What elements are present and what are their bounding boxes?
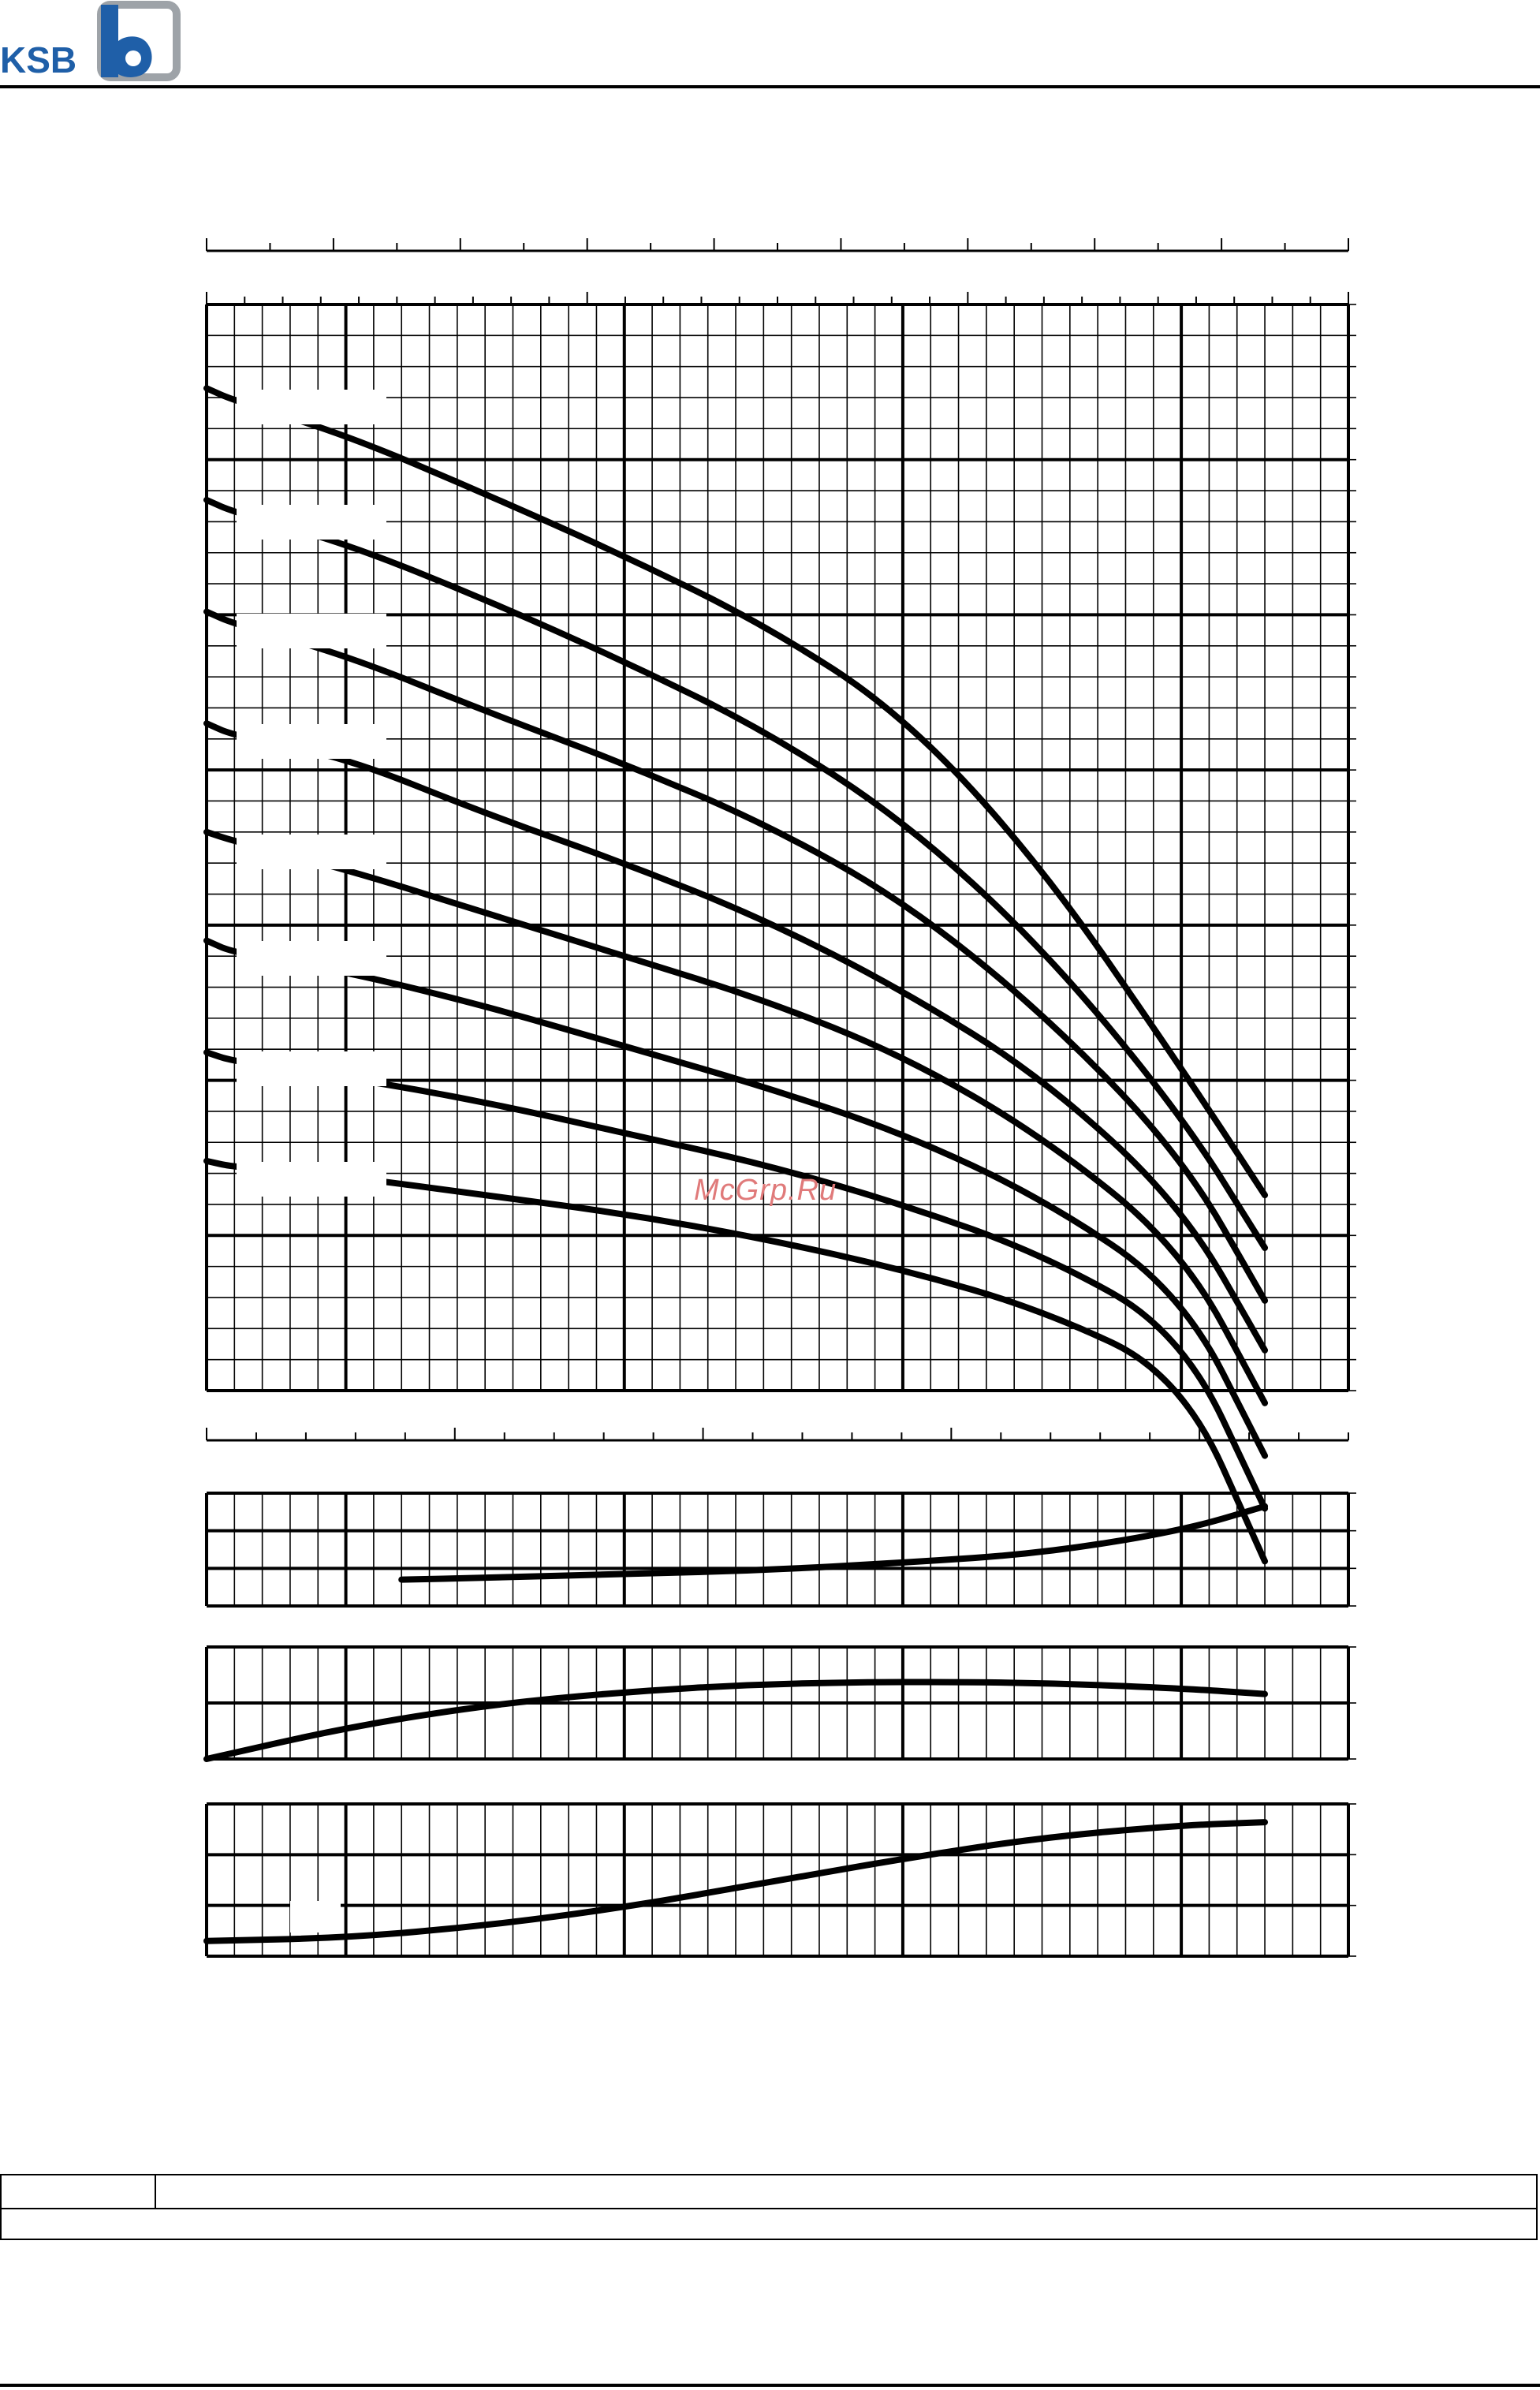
curve-label-box-1 [237,390,386,424]
header-rule [0,85,1540,88]
curve-label-box-3 [237,614,386,648]
npsh-curve-series-1 [398,1503,1269,1583]
curve-label-box-5 [237,835,386,869]
logo-wordmark: KSB [0,39,76,80]
info-table-row-1 [2,2175,1536,2209]
footer-rule [0,2384,1540,2387]
info-table-cell-label [2,2175,156,2208]
power-label-box [290,1901,341,1933]
curve-label-box-2 [237,505,386,540]
power-curve-series-1 [203,1819,1269,1944]
curve-label-box-7 [237,1051,386,1086]
watermark-text: McGrp.Ru [694,1174,837,1207]
logo-mark-hole [125,50,141,66]
ksb-logo: KSB [0,0,189,87]
efficiency-curve-series-1 [203,1679,1269,1762]
curve-label-box-8 [237,1162,386,1197]
curve-label-box-4 [237,724,386,759]
info-table [0,2174,1538,2240]
curve-label-box-6 [237,941,386,976]
